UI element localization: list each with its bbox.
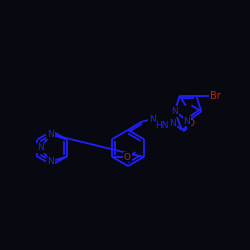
Text: N: N (47, 130, 54, 139)
Text: O: O (124, 152, 131, 162)
Text: N: N (170, 118, 176, 128)
Text: N: N (184, 116, 190, 126)
Text: Br: Br (210, 91, 220, 101)
Text: N: N (47, 157, 54, 166)
Text: N: N (148, 114, 156, 124)
Text: N: N (37, 144, 44, 152)
Text: O: O (188, 120, 194, 128)
Text: HN: HN (155, 122, 169, 130)
Text: N: N (171, 107, 178, 116)
